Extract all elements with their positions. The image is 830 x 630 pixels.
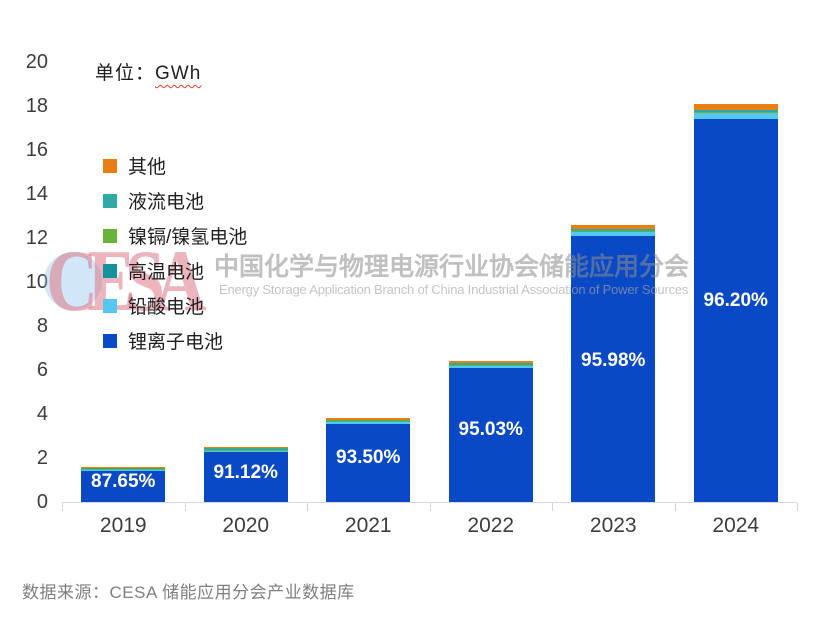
legend-swatch-icon-nicd-nimh <box>103 228 117 243</box>
legend-swatch-icon-other <box>103 158 117 173</box>
bar-segment-other-2021 <box>326 418 411 421</box>
x-axis-tick <box>184 503 186 511</box>
x-axis-tick <box>674 503 676 511</box>
bar-segment-li-ion-2022 <box>448 368 533 502</box>
legend-label-lead-acid: 铅酸电池 <box>128 297 205 318</box>
legend: 其他液流电池镍镉/镍氢电池 高温电池铅酸电池锂离子电池 <box>103 148 247 358</box>
bar-share-label-2023: 95.98% <box>581 350 646 372</box>
bar-segment-other-2022 <box>448 361 533 364</box>
x-category-label-2023: 2023 <box>589 514 637 537</box>
bar-segment-other-2024 <box>693 103 778 110</box>
unit-label: 单位：GWh <box>95 58 201 85</box>
y-tick-label-18: 18 <box>25 95 48 117</box>
legend-item-high-temp: 高温电池 <box>103 253 247 288</box>
bar-segment-flow-2023 <box>571 229 656 232</box>
bar-segment-flow-2019 <box>81 468 166 470</box>
unit-prefix: 单位： <box>95 63 156 84</box>
y-tick-label-8: 8 <box>36 315 48 337</box>
bar-segment-li-ion-2021 <box>326 423 411 502</box>
x-category-label-2021: 2021 <box>344 514 392 537</box>
legend-item-li-ion: 锂离子电池 <box>103 323 247 358</box>
y-tick-label-10: 10 <box>25 271 48 293</box>
bar-share-label-2022: 95.03% <box>458 418 523 440</box>
x-axis-tick <box>797 503 798 511</box>
bar-share-label-2019: 87.65% <box>91 471 156 493</box>
bar-segment-lead-acid-2024 <box>693 112 778 119</box>
bar-segment-other-2023 <box>571 224 656 230</box>
bar-share-label-2024: 96.20% <box>703 289 768 311</box>
x-axis-tick <box>429 503 431 511</box>
y-tick-label-12: 12 <box>25 227 48 249</box>
watermark-circle-icon <box>44 252 102 310</box>
bar-segment-other-2019 <box>81 466 166 469</box>
bar-share-label-2020: 91.12% <box>213 461 278 483</box>
bar-segment-lead-acid-2021 <box>326 421 411 424</box>
x-axis-line <box>62 502 797 503</box>
bar-segment-flow-2020 <box>203 448 288 450</box>
legend-label-other: 其他 <box>128 157 167 178</box>
y-tick-label-14: 14 <box>25 183 48 205</box>
y-tick-label-0: 0 <box>36 491 48 513</box>
legend-swatch-icon-flow <box>103 193 117 208</box>
legend-item-other: 其他 <box>103 148 247 183</box>
bar-segment-flow-2022 <box>448 363 533 365</box>
x-category-label-2020: 2020 <box>222 514 270 537</box>
y-tick-label-6: 6 <box>36 359 48 381</box>
legend-swatch-icon-li-ion <box>103 333 117 348</box>
bar-segment-li-ion-2020 <box>203 451 288 502</box>
x-category-label-2019: 2019 <box>99 514 147 537</box>
bar-segment-li-ion-2023 <box>571 236 656 502</box>
legend-label-high-temp: 高温电池 <box>128 262 205 283</box>
legend-label-nicd-nimh: 镍镉/镍氢电池 <box>128 227 248 248</box>
legend-item-nicd-nimh: 镍镉/镍氢电池 <box>103 218 247 253</box>
x-category-label-2024: 2024 <box>712 514 760 537</box>
legend-label-flow: 液流电池 <box>128 192 205 213</box>
x-category-label-2022: 2022 <box>467 514 515 537</box>
x-axis-tick <box>62 503 63 511</box>
watermark-en-text: Energy Storage Application Branch of Chi… <box>219 282 689 297</box>
bar-segment-li-ion-2019 <box>81 471 166 502</box>
bar-segment-lead-acid-2020 <box>203 449 288 452</box>
y-tick-label-2: 2 <box>36 447 48 469</box>
legend-item-flow: 液流电池 <box>103 183 247 218</box>
x-axis-tick <box>307 503 308 511</box>
legend-item-lead-acid: 铅酸电池 <box>103 288 247 323</box>
bar-segment-lead-acid-2023 <box>571 231 656 236</box>
bar-segment-flow-2024 <box>693 109 778 112</box>
legend-swatch-icon-lead-acid <box>103 298 117 313</box>
y-tick-label-4: 4 <box>36 403 48 425</box>
unit-value: GWh <box>155 63 202 84</box>
bar-segment-flow-2021 <box>326 420 411 422</box>
y-tick-label-16: 16 <box>25 139 48 161</box>
bar-segment-lead-acid-2019 <box>81 469 166 472</box>
bar-share-label-2021: 93.50% <box>336 447 401 469</box>
legend-swatch-icon-high-temp <box>103 263 117 278</box>
y-tick-label-20: 20 <box>25 51 48 73</box>
legend-label-li-ion: 锂离子电池 <box>128 332 224 353</box>
source-note: 数据来源：CESA 储能应用分会产业数据库 <box>22 583 355 602</box>
bar-segment-other-2020 <box>203 447 288 449</box>
bar-segment-lead-acid-2022 <box>448 365 533 369</box>
x-axis-tick <box>552 503 553 511</box>
watermark-cn-text: 中国化学与物理电源行业协会储能应用分会 <box>214 253 690 281</box>
bar-segment-li-ion-2024 <box>693 118 778 502</box>
